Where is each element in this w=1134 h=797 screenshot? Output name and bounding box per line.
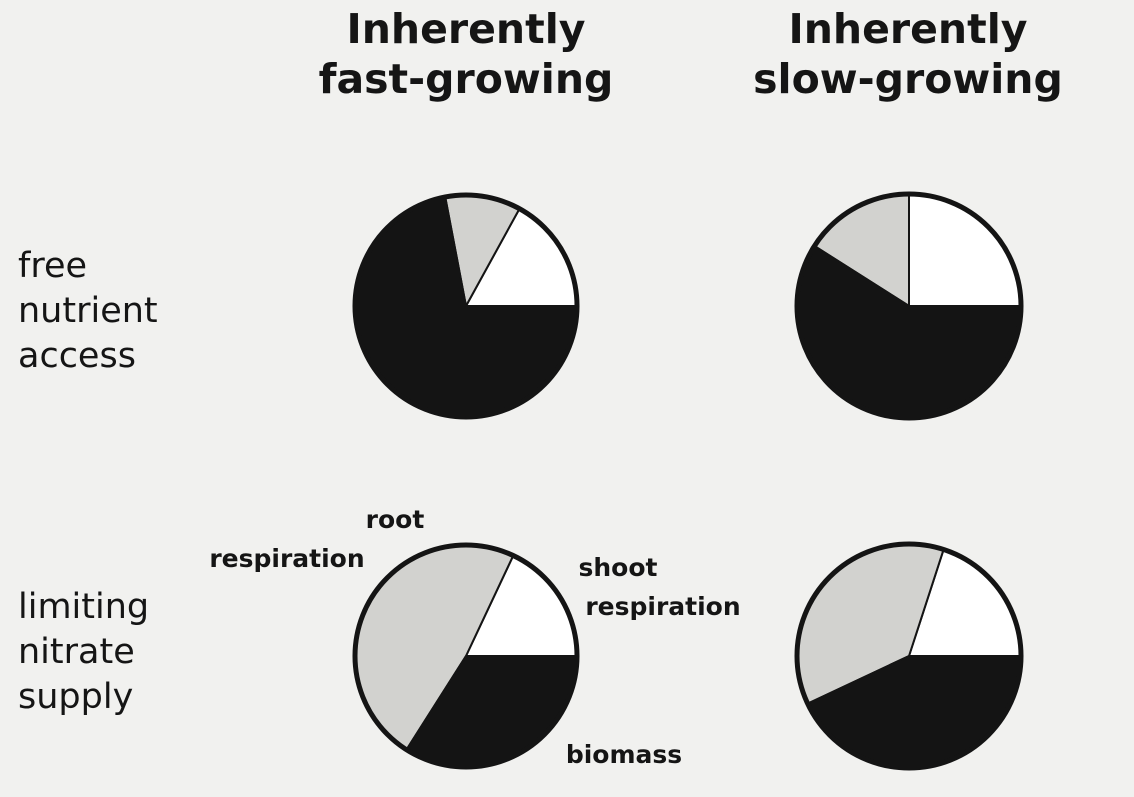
row-label-line: limiting bbox=[18, 587, 150, 627]
row-label-free-nutrient-access: free nutrient access bbox=[18, 244, 158, 379]
column-title-line: slow-growing bbox=[753, 55, 1063, 103]
row-label-line: nitrate bbox=[18, 632, 135, 672]
row-label-line: access bbox=[18, 336, 136, 376]
pie-3-outline bbox=[352, 542, 580, 770]
legend-label-shoot-line2: respiration bbox=[585, 592, 740, 621]
column-title-slow-growing: Inherently slow-growing bbox=[718, 4, 1098, 104]
legend-label-root-line2: respiration bbox=[209, 544, 364, 573]
row-label-line: free bbox=[18, 246, 88, 286]
legend-label-root-line1: root bbox=[366, 505, 425, 534]
column-title-line: Inherently bbox=[346, 5, 586, 53]
pie-2-outline bbox=[794, 191, 1024, 421]
pie-2 bbox=[794, 191, 1024, 421]
column-title-line: fast-growing bbox=[318, 55, 614, 103]
row-label-line: supply bbox=[18, 677, 134, 717]
pie-1-outline bbox=[352, 192, 580, 420]
legend-label-shoot-line1: shoot bbox=[579, 553, 658, 582]
row-label-limiting-nitrate-supply: limiting nitrate supply bbox=[18, 585, 149, 720]
pie-4 bbox=[794, 541, 1024, 771]
pie-1 bbox=[352, 192, 580, 420]
column-title-fast-growing: Inherently fast-growing bbox=[276, 4, 656, 104]
column-title-line: Inherently bbox=[788, 5, 1028, 53]
row-label-line: nutrient bbox=[18, 291, 158, 331]
pie-3 bbox=[352, 542, 580, 770]
legend-label-biomass: biomass bbox=[566, 740, 682, 769]
pie-4-outline bbox=[794, 541, 1024, 771]
